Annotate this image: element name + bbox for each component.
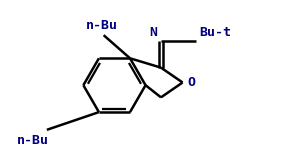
- Text: n-Bu: n-Bu: [86, 19, 118, 32]
- Text: n-Bu: n-Bu: [17, 134, 49, 147]
- Text: O: O: [187, 76, 196, 89]
- Text: Bu-t: Bu-t: [200, 26, 231, 39]
- Text: N: N: [149, 26, 157, 39]
